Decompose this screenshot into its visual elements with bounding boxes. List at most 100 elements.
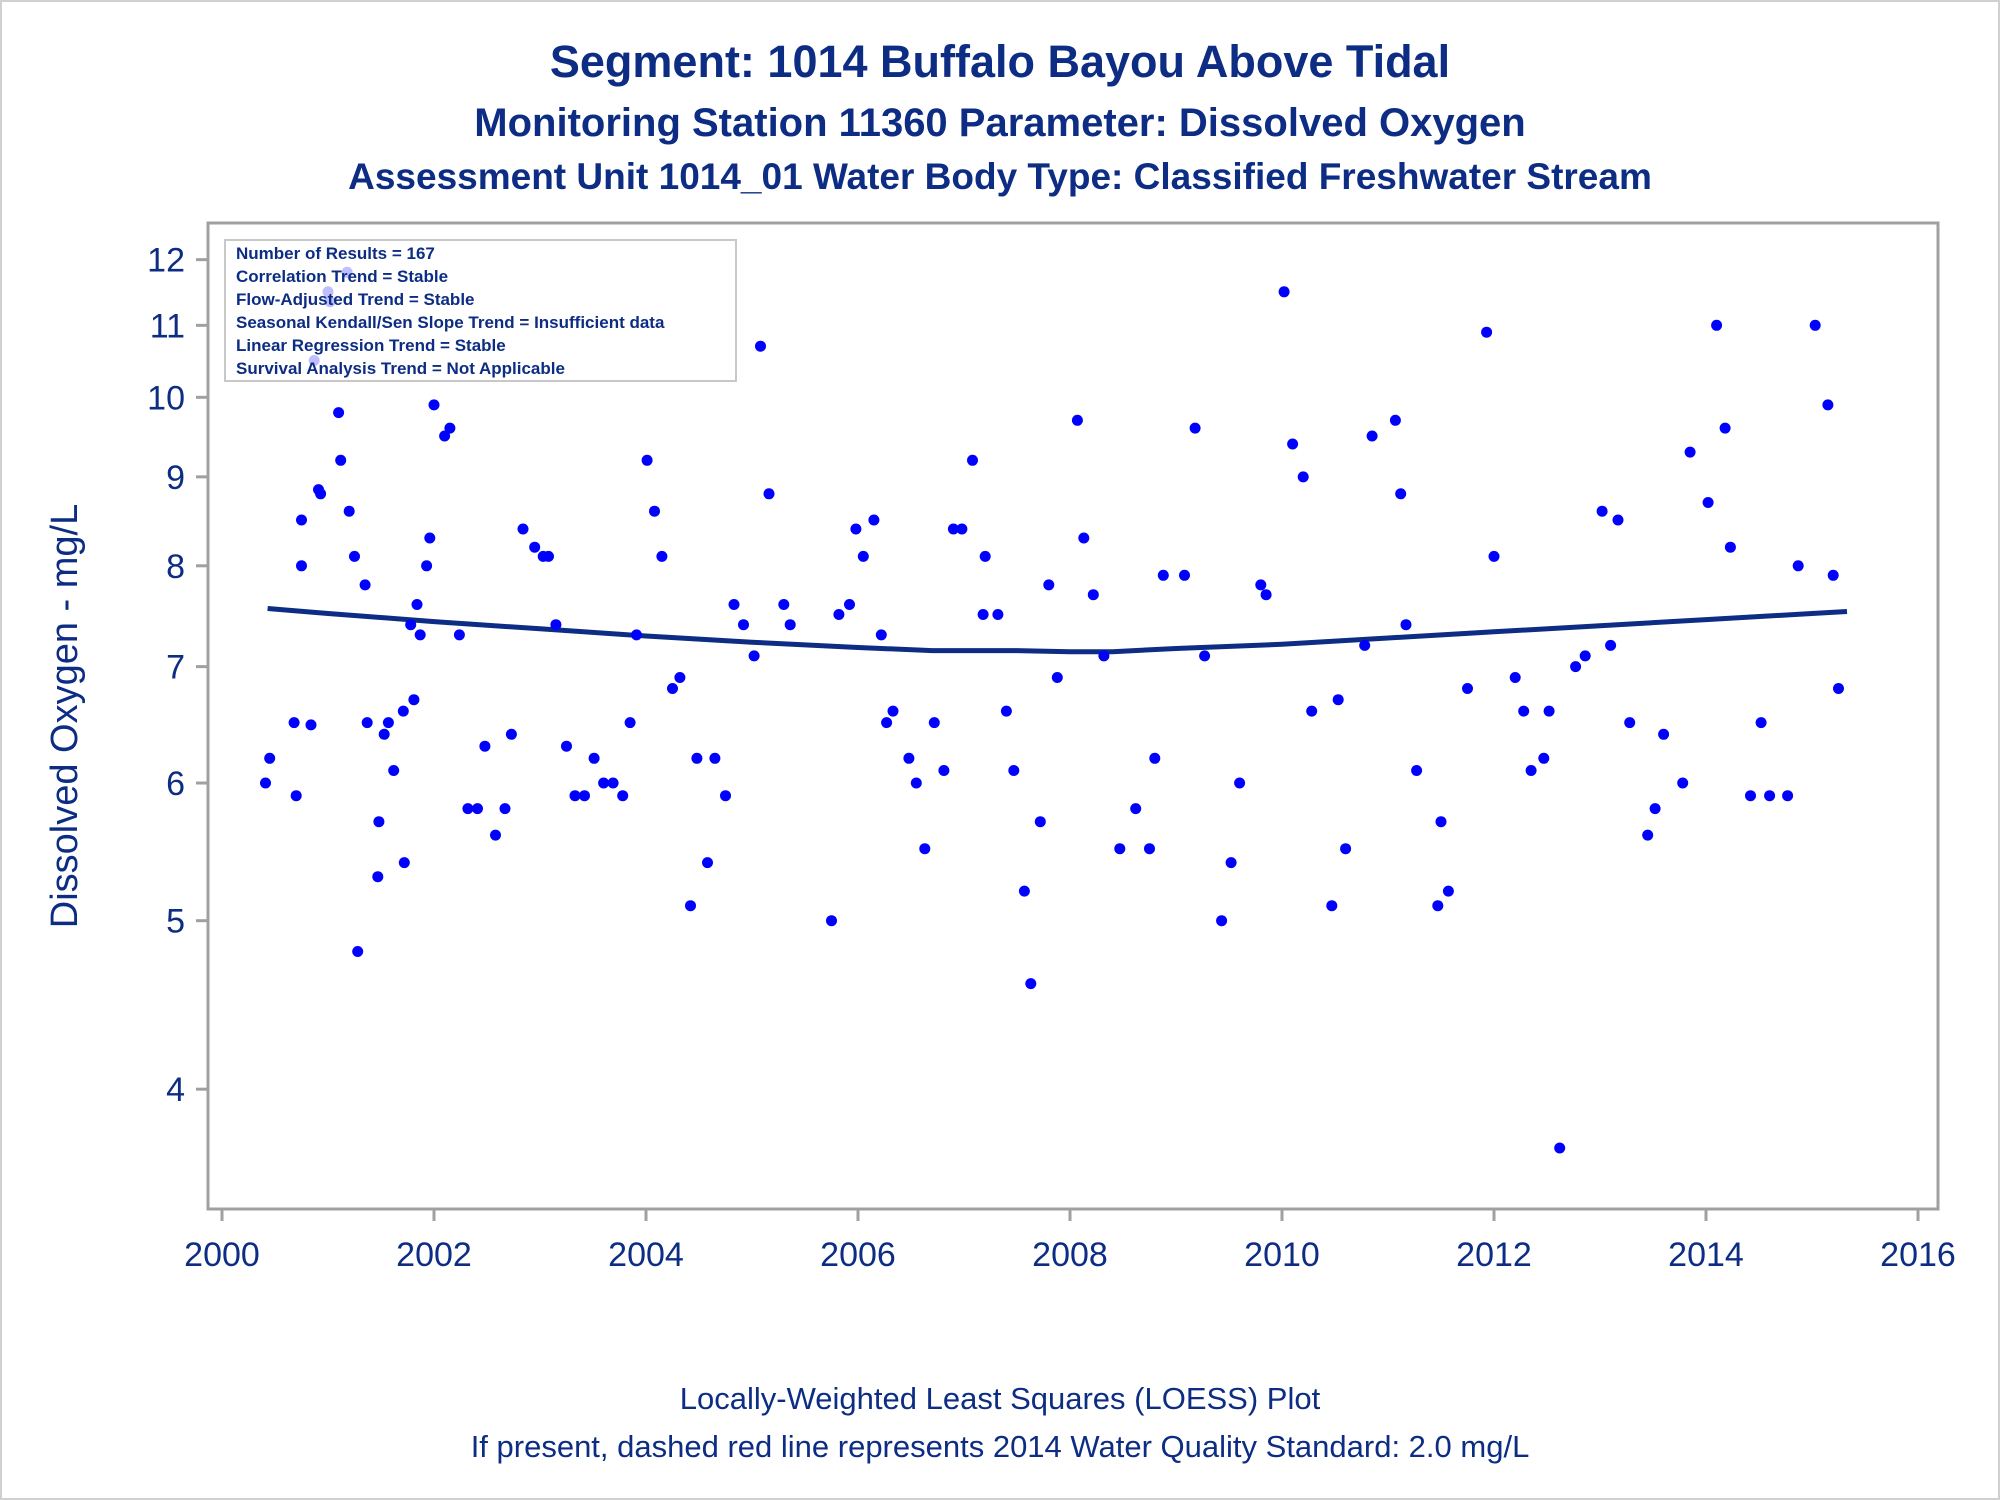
stats-line: Seasonal Kendall/Sen Slope Trend = Insuf… bbox=[236, 313, 665, 332]
data-point bbox=[685, 900, 696, 912]
data-point bbox=[1389, 414, 1401, 426]
plot-area bbox=[206, 221, 1940, 1211]
data-point bbox=[778, 599, 790, 610]
x-tick-label: 2014 bbox=[1668, 1236, 1744, 1274]
data-point bbox=[1340, 843, 1352, 855]
data-point bbox=[728, 599, 740, 610]
data-point bbox=[315, 488, 327, 500]
data-point bbox=[453, 629, 465, 641]
data-point bbox=[424, 532, 436, 544]
data-point bbox=[881, 717, 893, 729]
data-point bbox=[296, 560, 307, 572]
data-point bbox=[405, 619, 417, 631]
data-point bbox=[1216, 915, 1228, 927]
data-point bbox=[1518, 705, 1530, 717]
data-point bbox=[1649, 803, 1661, 815]
data-point bbox=[784, 619, 796, 631]
data-point bbox=[335, 454, 347, 466]
data-point bbox=[1359, 639, 1371, 651]
data-point bbox=[398, 857, 410, 869]
data-point bbox=[264, 752, 276, 764]
data-point bbox=[349, 550, 360, 562]
loess-trend-line bbox=[267, 606, 1848, 655]
data-point bbox=[903, 752, 915, 764]
data-point bbox=[1411, 765, 1423, 776]
data-point bbox=[709, 752, 721, 764]
x-tick-label: 2000 bbox=[184, 1236, 260, 1274]
data-point bbox=[607, 777, 619, 789]
data-point bbox=[1326, 900, 1338, 912]
stats-line: Correlation Trend = Stable bbox=[236, 267, 448, 286]
data-point bbox=[674, 672, 686, 683]
data-point bbox=[956, 523, 968, 535]
footnote-standard: If present, dashed red line represents 2… bbox=[470, 1429, 1530, 1464]
data-point bbox=[1596, 505, 1608, 517]
data-point bbox=[569, 790, 581, 802]
data-point bbox=[352, 946, 364, 957]
data-point bbox=[1149, 752, 1161, 764]
data-point bbox=[1755, 717, 1767, 729]
data-point bbox=[1711, 319, 1723, 331]
y-tick-label: 6 bbox=[166, 765, 185, 803]
data-point bbox=[1051, 672, 1063, 683]
data-point bbox=[1114, 843, 1126, 855]
data-point bbox=[260, 777, 271, 789]
stats-line: Number of Results = 167 bbox=[236, 244, 435, 263]
data-point bbox=[1071, 414, 1083, 426]
data-point bbox=[1658, 728, 1670, 740]
data-point bbox=[1442, 885, 1454, 897]
x-tick-label: 2016 bbox=[1880, 1236, 1956, 1274]
chart-subtitle-2: Assessment Unit 1014_01 Water Body Type:… bbox=[348, 156, 1652, 197]
y-tick-label: 11 bbox=[150, 307, 185, 345]
data-point bbox=[1554, 1142, 1566, 1154]
chart-title: Segment: 1014 Buffalo Bayou Above Tidal bbox=[549, 36, 1451, 87]
data-point bbox=[979, 550, 991, 562]
data-point bbox=[1782, 790, 1794, 802]
data-point bbox=[977, 609, 989, 620]
y-tick-label: 5 bbox=[166, 903, 185, 941]
data-point bbox=[397, 705, 409, 717]
x-tick-label: 2008 bbox=[1032, 1236, 1108, 1274]
data-point bbox=[1822, 399, 1834, 411]
stats-box-lines: Number of Results = 167 Correlation Trend… bbox=[236, 244, 665, 378]
data-point bbox=[1809, 319, 1821, 331]
data-point bbox=[561, 740, 572, 752]
stats-line: Flow-Adjusted Trend = Stable bbox=[236, 290, 475, 309]
data-point bbox=[1179, 569, 1190, 581]
data-point bbox=[1462, 683, 1473, 694]
data-point bbox=[755, 340, 766, 352]
data-point bbox=[373, 816, 385, 828]
data-point bbox=[1525, 765, 1537, 776]
data-point bbox=[472, 803, 483, 815]
data-point bbox=[641, 454, 653, 466]
y-tick-label: 12 bbox=[147, 242, 185, 280]
data-point bbox=[428, 399, 440, 411]
data-point bbox=[462, 803, 474, 815]
data-point bbox=[1400, 619, 1412, 631]
data-point bbox=[1278, 286, 1290, 298]
data-point bbox=[1624, 717, 1636, 729]
data-point bbox=[333, 407, 345, 419]
data-point bbox=[1018, 885, 1030, 897]
stats-line: Survival Analysis Trend = Not Applicable bbox=[236, 359, 565, 378]
data-point bbox=[1260, 589, 1272, 601]
data-point bbox=[1130, 803, 1142, 815]
data-point bbox=[1612, 514, 1624, 526]
data-point bbox=[649, 505, 660, 517]
data-point bbox=[1432, 900, 1444, 912]
data-point bbox=[1764, 790, 1776, 802]
data-point bbox=[1435, 816, 1447, 828]
data-point bbox=[691, 752, 703, 764]
data-point bbox=[738, 619, 749, 631]
data-point bbox=[1234, 777, 1246, 789]
data-point bbox=[1199, 650, 1211, 662]
data-point bbox=[1833, 683, 1844, 694]
data-point bbox=[543, 550, 554, 562]
data-point bbox=[1000, 705, 1012, 717]
stats-box bbox=[224, 239, 737, 382]
data-point bbox=[992, 609, 1004, 620]
data-point bbox=[1287, 438, 1299, 450]
y-tick-label: 10 bbox=[147, 379, 185, 417]
data-point bbox=[359, 579, 371, 591]
data-point bbox=[1642, 829, 1654, 841]
